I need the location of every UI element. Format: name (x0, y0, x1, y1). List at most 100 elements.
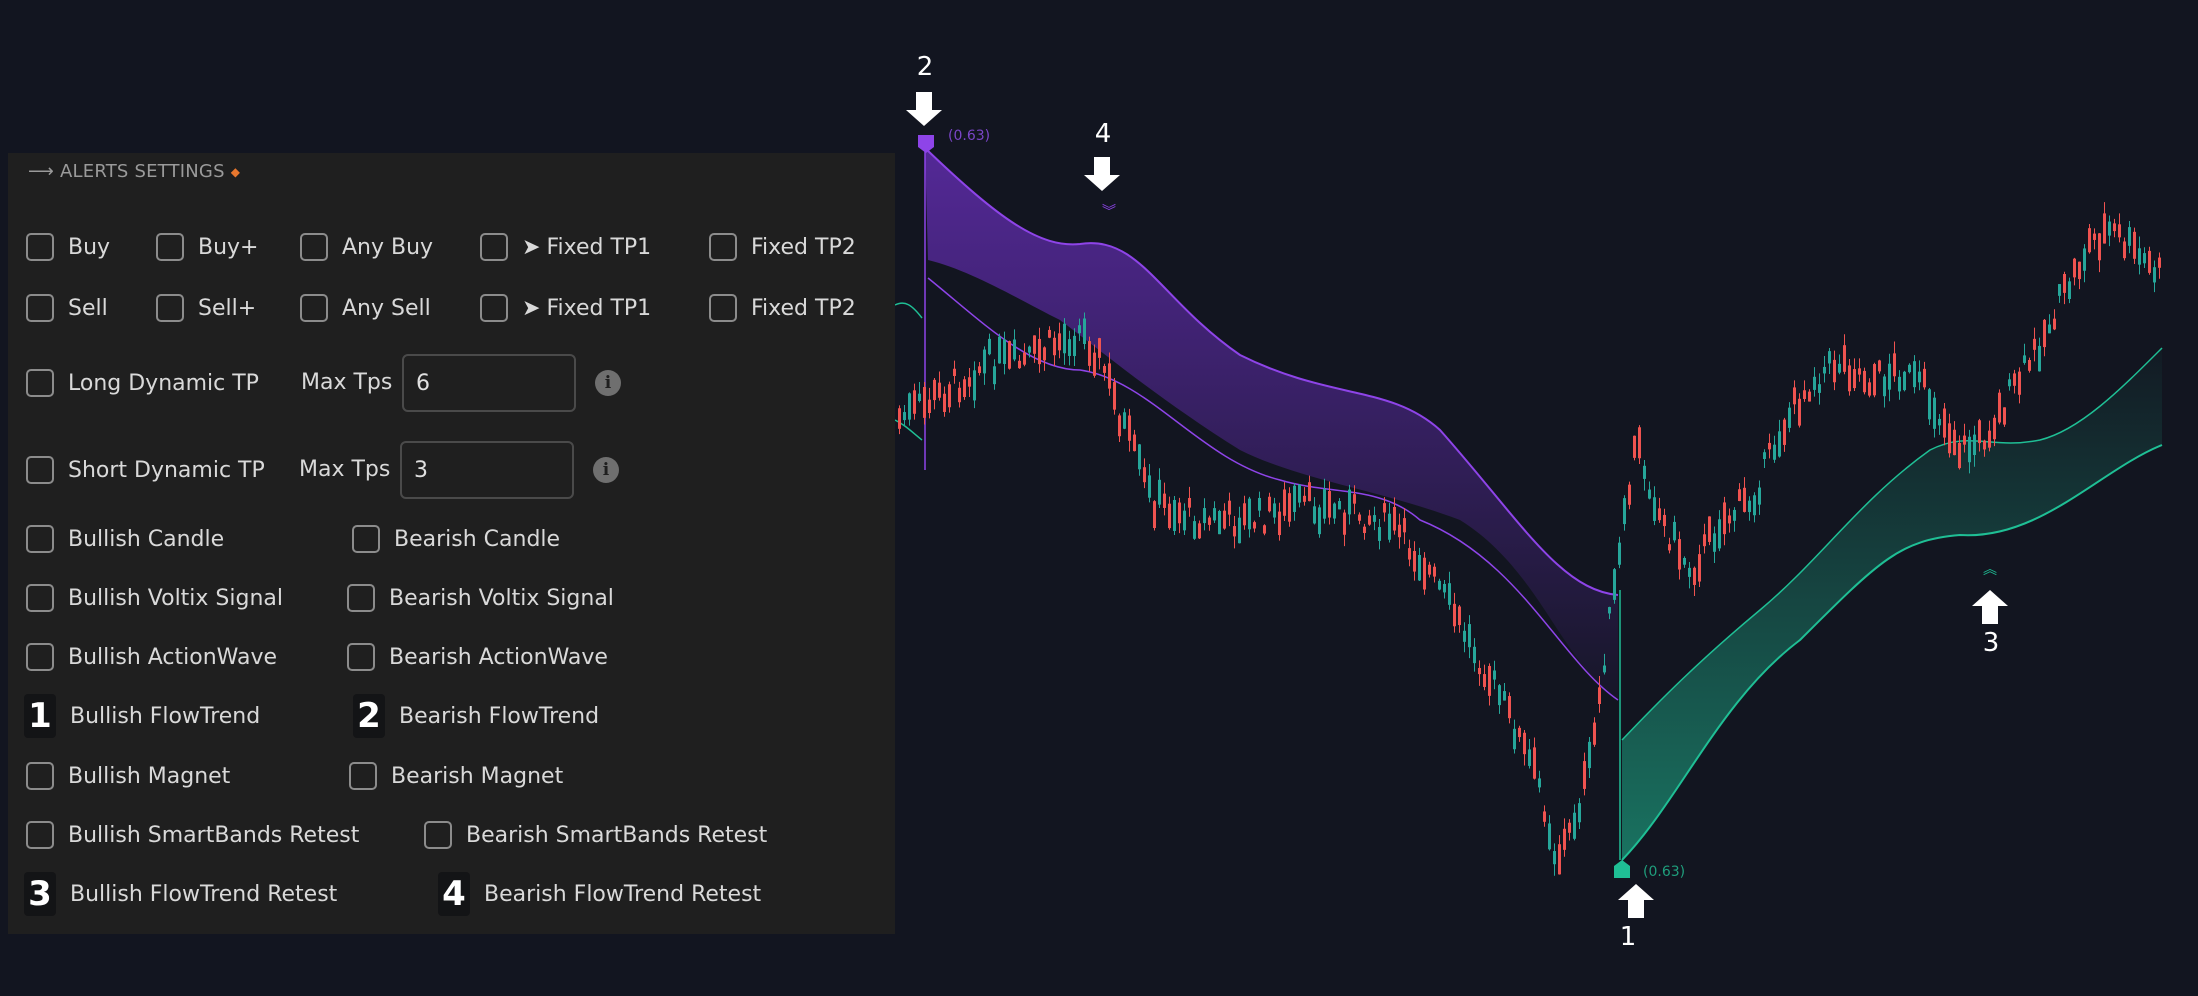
arrowhead-icon: ➤ (522, 234, 541, 260)
candle-body (1128, 415, 1131, 441)
long-max-tps-input[interactable]: 6 (402, 354, 576, 412)
candle-body (1663, 514, 1666, 527)
alert-buy[interactable]: Buy (26, 225, 110, 269)
alert-bearish-flowtrend-retest[interactable]: 4 Bearish FlowTrend Retest (438, 872, 761, 916)
candle-body (1933, 397, 1936, 429)
alert-buy-fixed-tp2[interactable]: Fixed TP2 (709, 225, 856, 269)
alert-bearish-voltix[interactable]: Bearish Voltix Signal (347, 576, 614, 620)
alert-sell-plus[interactable]: Sell+ (156, 286, 256, 330)
alert-bullish-magnet[interactable]: Bullish Magnet (26, 754, 230, 798)
candle-body (2143, 253, 2146, 264)
candle-body (1618, 542, 1621, 565)
alert-bullish-candle[interactable]: Bullish Candle (26, 517, 224, 561)
candle-body (2123, 241, 2126, 259)
alert-bullish-smartbands-retest[interactable]: Bullish SmartBands Retest (26, 813, 359, 857)
candle-body (1763, 452, 1766, 459)
checkbox[interactable] (26, 584, 54, 612)
alert-bullish-voltix[interactable]: Bullish Voltix Signal (26, 576, 283, 620)
candle-body (1443, 583, 1446, 593)
candle-body (1698, 554, 1701, 582)
alert-sell-fixed-tp1[interactable]: ➤ Fixed TP1 (480, 286, 651, 330)
alert-bearish-flowtrend[interactable]: 2 Bearish FlowTrend (353, 694, 599, 738)
candle-body (1058, 333, 1061, 351)
short-max-tps-input[interactable]: 3 (400, 441, 574, 499)
candle-body (1298, 484, 1301, 503)
candle-body (1503, 691, 1506, 701)
alert-bullish-actionwave[interactable]: Bullish ActionWave (26, 635, 277, 679)
checkbox[interactable] (26, 456, 54, 484)
alert-any-buy[interactable]: Any Buy (300, 225, 433, 269)
alert-bullish-flowtrend-retest[interactable]: 3 Bullish FlowTrend Retest (24, 872, 337, 916)
candle-body (1853, 369, 1856, 389)
candle-body (1448, 583, 1451, 605)
alert-bearish-magnet[interactable]: Bearish Magnet (349, 754, 563, 798)
candle-body (2068, 281, 2071, 300)
long-dynamic-tp-row: Long Dynamic TP Max Tps 6 i (8, 354, 895, 412)
alert-any-sell[interactable]: Any Sell (300, 286, 431, 330)
candle-body (1163, 493, 1166, 508)
candle-body (923, 387, 926, 418)
alert-buy-fixed-tp1[interactable]: ➤ Fixed TP1 (480, 225, 651, 269)
candle-body (1008, 341, 1011, 369)
candle-body (1368, 515, 1371, 525)
candle-body (983, 349, 986, 374)
candle-body (1878, 360, 1881, 372)
arrow-down-icon (906, 92, 942, 126)
alert-bearish-smartbands-retest[interactable]: Bearish SmartBands Retest (424, 813, 767, 857)
flowtrend-alerts-row: 1 Bullish FlowTrend 2 Bearish FlowTrend (8, 694, 895, 738)
checkbox[interactable] (156, 233, 184, 261)
candle-body (2133, 231, 2136, 259)
checkbox[interactable] (26, 821, 54, 849)
candle-body (1118, 415, 1121, 437)
candle-body (1713, 533, 1716, 552)
checkbox[interactable] (352, 525, 380, 553)
alert-long-dynamic-tp[interactable]: Long Dynamic TP (26, 361, 259, 405)
checkbox[interactable] (480, 233, 508, 261)
candle-body (1488, 665, 1491, 696)
checkbox[interactable] (26, 762, 54, 790)
checkbox[interactable] (26, 525, 54, 553)
alert-short-dynamic-tp[interactable]: Short Dynamic TP (26, 448, 265, 492)
candle-body (1643, 465, 1646, 479)
flowtrend-retest-alerts-row: 3 Bullish FlowTrend Retest 4 Bearish FlowT… (8, 872, 895, 916)
info-icon[interactable]: i (595, 370, 621, 396)
candle-body (1023, 352, 1026, 365)
checkbox[interactable] (300, 233, 328, 261)
alert-sell[interactable]: Sell (26, 286, 108, 330)
alert-bearish-candle[interactable]: Bearish Candle (352, 517, 560, 561)
checkbox[interactable] (349, 762, 377, 790)
candle-body (1423, 557, 1426, 590)
candle-body (1428, 564, 1431, 575)
candle-body (1188, 497, 1191, 508)
candle-body (2153, 267, 2156, 283)
checkbox[interactable] (26, 233, 54, 261)
alert-buy-plus[interactable]: Buy+ (156, 225, 259, 269)
checkbox[interactable] (347, 643, 375, 671)
marker-label: 3 (1982, 628, 2000, 658)
checkbox[interactable] (26, 369, 54, 397)
checkbox[interactable] (300, 294, 328, 322)
alert-bearish-actionwave[interactable]: Bearish ActionWave (347, 635, 608, 679)
info-icon[interactable]: i (593, 457, 619, 483)
checkbox[interactable] (709, 294, 737, 322)
alert-sell-fixed-tp2[interactable]: Fixed TP2 (709, 286, 856, 330)
candle-body (1468, 624, 1471, 648)
candle-body (1093, 352, 1096, 376)
candle-body (1988, 430, 1991, 448)
checkbox[interactable] (480, 294, 508, 322)
checkbox[interactable] (26, 294, 54, 322)
candle-body (1508, 696, 1511, 719)
candle-body (1803, 390, 1806, 399)
checkbox[interactable] (347, 584, 375, 612)
candle-body (1903, 371, 1906, 391)
checkbox[interactable] (26, 643, 54, 671)
candle-body (1993, 417, 1996, 440)
candle-body (1028, 346, 1031, 353)
alert-bullish-flowtrend[interactable]: 1 Bullish FlowTrend (24, 694, 260, 738)
checkbox[interactable] (156, 294, 184, 322)
checkbox[interactable] (709, 233, 737, 261)
marker-label: 4 (1094, 119, 1112, 149)
checkbox[interactable] (424, 821, 452, 849)
candle-body (1408, 548, 1411, 560)
magnet-alerts-row: Bullish Magnet Bearish Magnet (8, 754, 895, 798)
